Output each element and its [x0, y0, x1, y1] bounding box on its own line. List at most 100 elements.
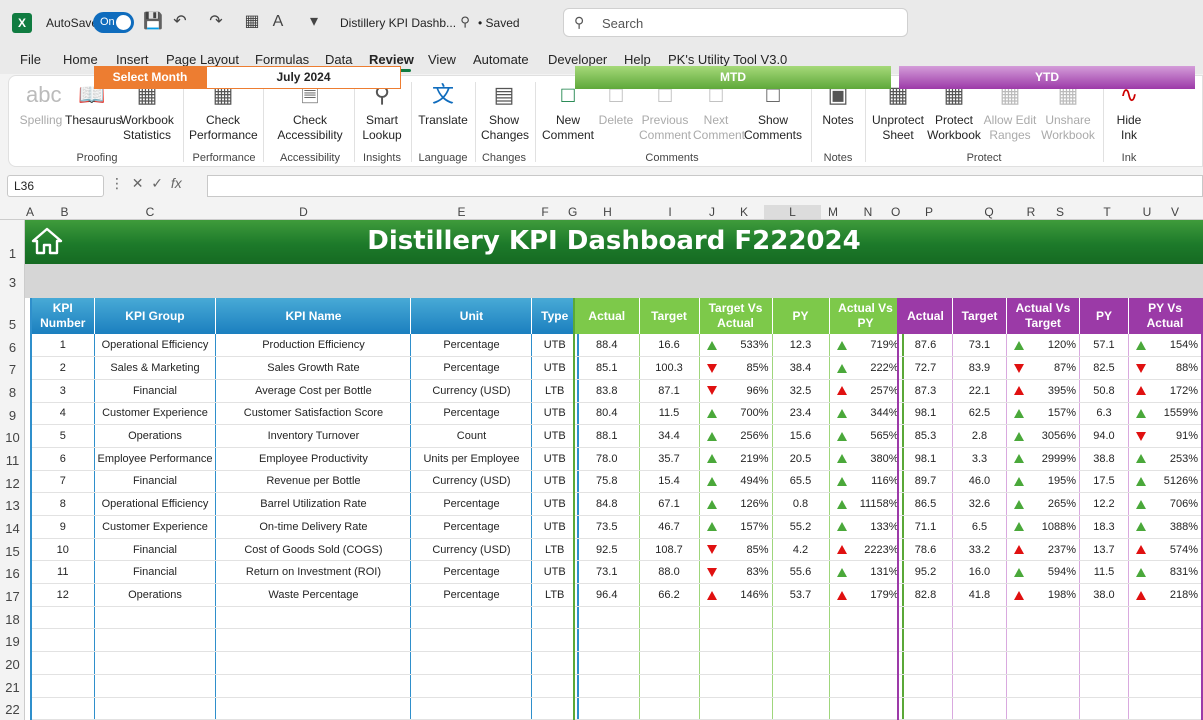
kpi-cell[interactable]: UTB [532, 516, 578, 539]
ytd-cell[interactable]: 62.5 [952, 402, 1006, 425]
ytd-cell[interactable]: 94.0 [1079, 425, 1128, 448]
ytd-cell[interactable]: 83.9 [952, 357, 1006, 380]
ytd-cell[interactable]: 388% [1128, 516, 1202, 539]
kpi-cell[interactable] [31, 652, 94, 675]
tab-view[interactable]: View [428, 52, 456, 67]
kpi-cell[interactable] [411, 629, 532, 652]
translate-button[interactable]: 文 Translate [415, 80, 471, 128]
ytd-cell[interactable]: 172% [1128, 379, 1202, 402]
kpi-cell[interactable] [532, 697, 578, 720]
saved-status[interactable]: • Saved [478, 16, 520, 30]
kpi-cell[interactable] [532, 674, 578, 697]
kpi-cell[interactable]: Currency (USD) [411, 379, 532, 402]
kpi-cell[interactable]: UTB [532, 402, 578, 425]
row-header[interactable]: 3 [0, 275, 25, 290]
ytd-cell[interactable] [898, 606, 952, 629]
mtd-cell[interactable]: 0.8 [772, 493, 829, 516]
row-header[interactable]: 1 [0, 246, 25, 261]
mtd-cell[interactable]: 15.4 [639, 470, 699, 493]
ytd-cell[interactable]: 6.3 [1079, 402, 1128, 425]
kpi-cell[interactable]: Operations [94, 584, 216, 607]
ytd-cell[interactable]: 82.5 [1079, 357, 1128, 380]
kpi-cell[interactable]: Return on Investment (ROI) [216, 561, 411, 584]
kpi-cell[interactable]: LTB [532, 538, 578, 561]
mtd-cell[interactable]: 256% [699, 425, 772, 448]
ytd-cell[interactable] [952, 674, 1006, 697]
kpi-cell[interactable] [94, 697, 216, 720]
col-header[interactable]: D [206, 205, 401, 219]
mtd-cell[interactable]: 46.7 [639, 516, 699, 539]
kpi-cell[interactable] [94, 652, 216, 675]
tab-home[interactable]: Home [63, 52, 98, 67]
mtd-cell[interactable]: 85% [699, 538, 772, 561]
protect-workbook-button[interactable]: ▦ Protect Workbook [927, 80, 981, 143]
fx-icon[interactable]: fx [171, 175, 182, 191]
kpi-cell[interactable] [94, 606, 216, 629]
row-header[interactable]: 9 [0, 408, 25, 423]
ytd-cell[interactable] [1128, 697, 1202, 720]
mtd-cell[interactable]: 12.3 [772, 334, 829, 357]
tab-insert[interactable]: Insert [116, 52, 149, 67]
ytd-cell[interactable] [1006, 629, 1079, 652]
smart-lookup-button[interactable]: ⚲ Smart Lookup [359, 80, 405, 143]
ytd-cell[interactable]: 38.8 [1079, 447, 1128, 470]
mtd-cell[interactable]: 133% [829, 516, 903, 539]
ytd-cell[interactable]: 574% [1128, 538, 1202, 561]
ytd-cell[interactable] [1006, 697, 1079, 720]
mtd-cell[interactable]: 85.1 [574, 357, 639, 380]
next-comment-button[interactable]: □ Next Comment [693, 80, 739, 143]
row-header[interactable]: 10 [0, 430, 25, 445]
mtd-cell[interactable] [699, 606, 772, 629]
mtd-cell[interactable]: 80.4 [574, 402, 639, 425]
mtd-cell[interactable]: 83.8 [574, 379, 639, 402]
redo-icon[interactable]: ↷ [206, 12, 226, 32]
mtd-cell[interactable]: 257% [829, 379, 903, 402]
ytd-cell[interactable]: 237% [1006, 538, 1079, 561]
tab-formulas[interactable]: Formulas [255, 52, 309, 67]
kpi-cell[interactable]: UTB [532, 493, 578, 516]
kpi-cell[interactable]: UTB [532, 357, 578, 380]
ytd-cell[interactable]: 395% [1006, 379, 1079, 402]
show-changes-button[interactable]: ▤ Show Changes [481, 80, 527, 143]
mtd-cell[interactable]: 88.1 [574, 425, 639, 448]
mtd-cell[interactable]: 92.5 [574, 538, 639, 561]
ytd-cell[interactable] [1006, 674, 1079, 697]
ytd-cell[interactable]: 71.1 [898, 516, 952, 539]
mtd-cell[interactable]: 16.6 [639, 334, 699, 357]
mtd-cell[interactable] [829, 652, 903, 675]
tab-automate[interactable]: Automate [473, 52, 529, 67]
row-header[interactable]: 17 [0, 589, 25, 604]
mtd-cell[interactable] [639, 629, 699, 652]
ytd-cell[interactable]: 706% [1128, 493, 1202, 516]
ytd-cell[interactable]: 17.5 [1079, 470, 1128, 493]
mtd-cell[interactable]: 84.8 [574, 493, 639, 516]
kpi-cell[interactable]: Sales & Marketing [94, 357, 216, 380]
mtd-cell[interactable]: 78.0 [574, 447, 639, 470]
kpi-cell[interactable]: Percentage [411, 561, 532, 584]
autosave-toggle[interactable]: On [93, 12, 134, 33]
mtd-cell[interactable] [574, 652, 639, 675]
col-header[interactable]: M [821, 205, 845, 219]
kpi-cell[interactable] [31, 606, 94, 629]
ytd-cell[interactable]: 18.3 [1079, 516, 1128, 539]
mtd-cell[interactable]: 34.4 [639, 425, 699, 448]
mtd-cell[interactable]: 222% [829, 357, 903, 380]
col-header[interactable]: K [724, 205, 764, 219]
ytd-cell[interactable]: 72.7 [898, 357, 952, 380]
ytd-cell[interactable]: 1559% [1128, 402, 1202, 425]
col-header[interactable]: Q [959, 205, 1019, 219]
col-header[interactable]: B [35, 205, 94, 219]
mtd-cell[interactable]: 65.5 [772, 470, 829, 493]
show-comments-button[interactable]: □ Show Comments [743, 80, 803, 143]
ytd-cell[interactable]: 120% [1006, 334, 1079, 357]
mtd-cell[interactable]: 100.3 [639, 357, 699, 380]
ytd-cell[interactable]: 91% [1128, 425, 1202, 448]
kpi-cell[interactable]: Operational Efficiency [94, 493, 216, 516]
col-header[interactable]: S [1043, 205, 1077, 219]
mtd-cell[interactable]: 55.2 [772, 516, 829, 539]
kpi-cell[interactable]: 3 [31, 379, 94, 402]
kpi-cell[interactable]: Customer Experience [94, 516, 216, 539]
col-header[interactable]: C [94, 205, 206, 219]
kpi-cell[interactable]: LTB [532, 584, 578, 607]
kpi-cell[interactable]: 5 [31, 425, 94, 448]
